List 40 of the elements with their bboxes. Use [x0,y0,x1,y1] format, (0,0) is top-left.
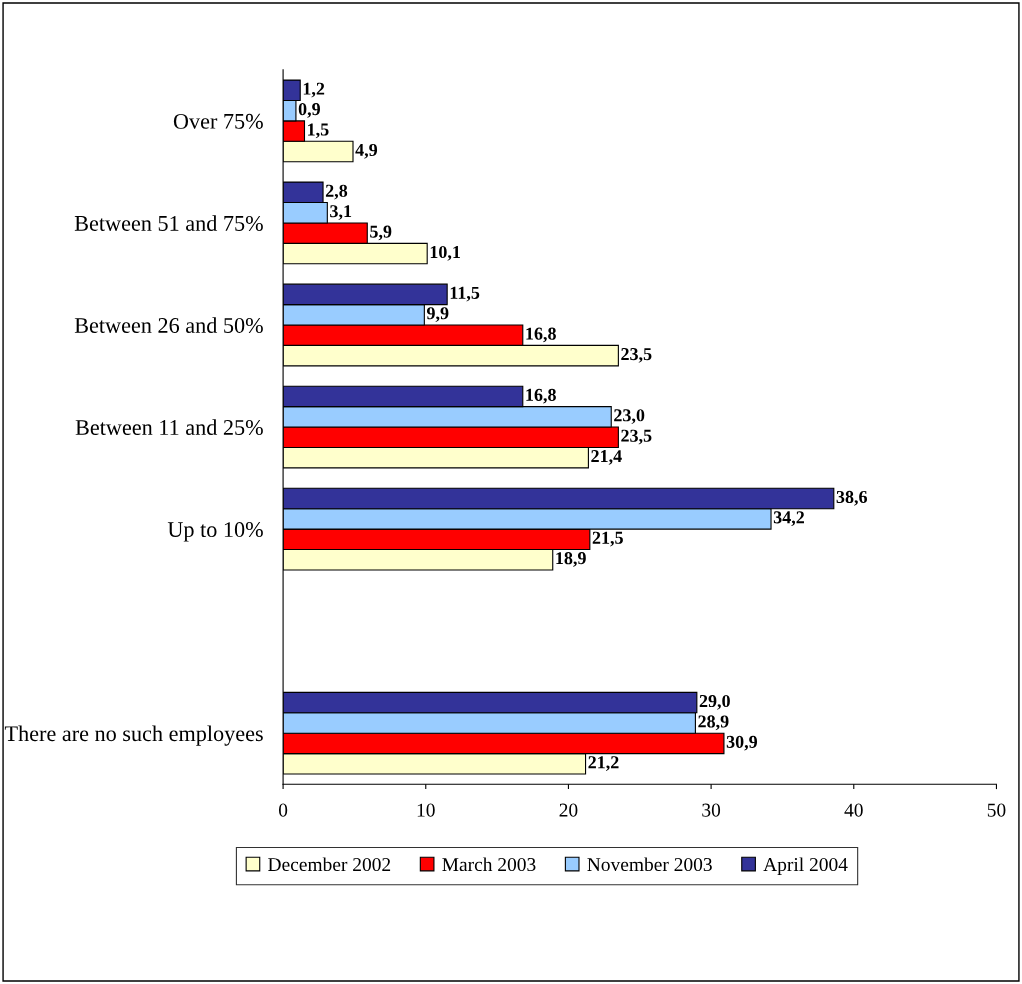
legend-label: November 2003 [587,857,712,872]
data-label: 21,4 [591,450,622,465]
y-tick-label: Between 26 and 50% [74,317,263,333]
data-label: 21,5 [592,531,623,547]
data-label: 1,2 [303,82,325,98]
data-label: 5,9 [370,225,392,241]
x-tick-label: 40 [844,803,863,817]
legend-label: December 2002 [268,857,391,872]
data-label: 16,8 [526,388,556,404]
data-label: 1,5 [308,123,329,139]
x-tick-label: 0 [278,803,288,817]
legend-label: April 2004 [763,857,848,876]
x-tick-label: 10 [417,803,435,817]
data-label: 30,9 [726,735,758,751]
data-label: 23,5 [621,429,652,445]
data-label: 11,5 [450,286,480,302]
x-tick-label: 30 [702,803,721,817]
data-label: 38,6 [836,490,868,506]
y-tick-label: There are no such employees [4,725,263,746]
data-label: 9,9 [426,307,449,322]
data-label: 29,0 [699,694,730,710]
data-label: 2,8 [325,184,348,200]
x-tick-label: 50 [987,803,1006,817]
x-tick-label: 20 [559,803,578,817]
y-tick-label: Up to 10% [167,522,263,542]
data-label: 23,0 [614,409,645,424]
data-label: 0,9 [298,103,320,118]
y-tick-label: Between 11 and 25% [75,419,263,436]
data-label: 4,9 [355,143,378,159]
data-label: 34,2 [773,511,804,527]
data-label: 21,2 [588,756,619,771]
y-tick-label: Between 51 and 75% [74,215,263,231]
data-label: 23,5 [621,348,652,363]
y-tick-label: Over 75% [173,113,263,129]
data-label: 28,9 [698,715,729,731]
data-label: 10,1 [430,245,460,261]
legend-label: March 2003 [442,857,536,872]
data-label: 16,8 [526,327,556,343]
data-label: 18,9 [556,552,586,567]
data-label: 3,1 [330,205,352,220]
